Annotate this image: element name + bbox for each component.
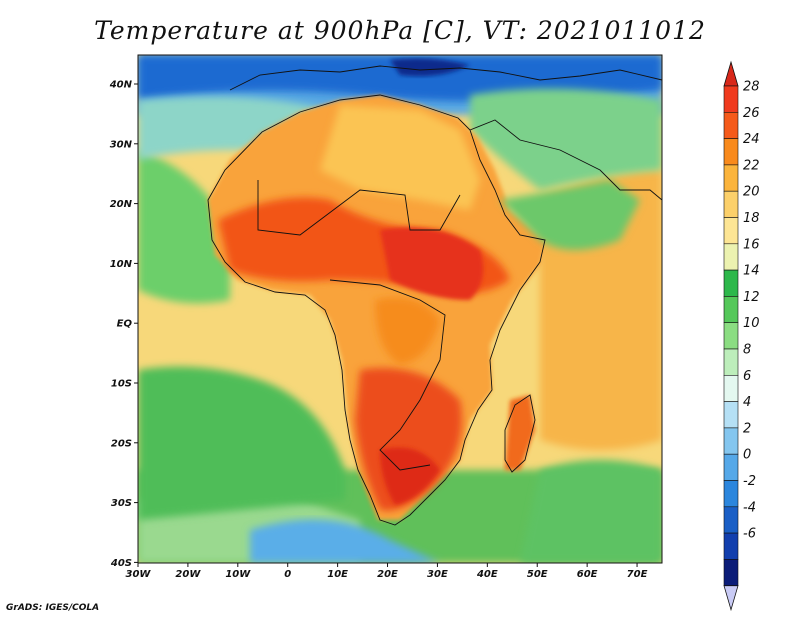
colorbar-bin xyxy=(723,322,739,350)
lat-tick-label: 30N xyxy=(110,139,133,150)
map-title: Temperature at 900hPa [C], VT: 202101101… xyxy=(94,16,706,45)
east-africa-hottest xyxy=(380,227,484,300)
north-transition xyxy=(138,96,330,160)
colorbar-bin xyxy=(723,296,739,323)
colorbar-level-label: -2 xyxy=(743,474,756,489)
colorbar-bin xyxy=(723,427,739,455)
lon-tick-label: 20E xyxy=(377,569,398,580)
longitude-axis: 30W 20W 10W 0 10E 20E 30E 40E 50E 60E 70E xyxy=(126,563,648,580)
lat-tick-label: 20N xyxy=(110,199,133,210)
kalahari-hottest xyxy=(380,447,440,505)
colorbar-bin xyxy=(723,480,739,508)
colorbar-level-label: 20 xyxy=(743,185,760,200)
mediterranean-cold xyxy=(390,58,470,77)
lon-tick-label: 0 xyxy=(284,569,291,580)
lat-tick-label: 10N xyxy=(110,259,133,270)
lon-tick-label: 10E xyxy=(327,569,348,580)
colorbar-bin xyxy=(723,532,739,560)
colorbar-level-label: 26 xyxy=(743,106,760,121)
north-atlantic-green xyxy=(138,150,230,304)
colorbar-level-label: 24 xyxy=(743,132,760,147)
colorbar-level-label: 10 xyxy=(743,316,760,331)
congo-basin xyxy=(375,297,440,365)
colorbar-level-label: -6 xyxy=(743,527,756,542)
colorbar-level-label: 2 xyxy=(743,421,751,436)
latitude-axis: 40N 30N 20N 10N EQ 10S 20S 30S 40S xyxy=(109,80,138,569)
colorbar-level-label: 6 xyxy=(743,369,751,384)
colorbar-bottom-arrow xyxy=(723,585,739,612)
lon-tick-label: 30W xyxy=(126,569,152,580)
map-frame xyxy=(137,54,663,564)
colorbar-level-label: 4 xyxy=(743,395,751,410)
country-borders-south xyxy=(329,279,446,471)
arabia-green xyxy=(500,180,640,250)
colorbar-level-label: -4 xyxy=(743,500,756,515)
middle-east-green xyxy=(470,88,662,190)
lat-tick-label: 10S xyxy=(111,379,132,390)
lon-tick-label: 20W xyxy=(175,569,201,580)
lon-tick-label: 60E xyxy=(577,569,598,580)
colorbar-level-label: 8 xyxy=(743,343,751,358)
madagascar-coastline xyxy=(504,394,536,473)
europe-coastline xyxy=(229,65,663,91)
colorbar-bin xyxy=(723,217,739,245)
colorbar-bin xyxy=(723,138,739,166)
lon-tick-label: 10W xyxy=(225,569,251,580)
grads-credit: GrADS: IGES/COLA xyxy=(6,603,100,613)
colorbar-level-label: 12 xyxy=(743,290,760,305)
colorbar-bin xyxy=(723,559,739,587)
colorbar-bin xyxy=(723,401,739,429)
colorbar-bin xyxy=(723,85,739,113)
south-ocean-blue xyxy=(250,519,440,563)
colorbar-bin xyxy=(723,348,739,376)
colorbar-bin xyxy=(723,374,739,402)
colorbar-bin xyxy=(723,453,739,481)
colorbar-bin xyxy=(723,506,739,534)
colorbar-level-label: 28 xyxy=(743,80,760,95)
colorbar-level-label: 16 xyxy=(743,237,760,252)
lon-tick-label: 30E xyxy=(427,569,448,580)
lat-tick-label: EQ xyxy=(117,319,133,330)
country-borders-north xyxy=(257,180,461,236)
africa-coastline xyxy=(207,94,546,526)
sahara-north xyxy=(320,105,480,210)
colorbar-bin xyxy=(723,164,739,192)
colorbar-level-label: 14 xyxy=(743,264,760,279)
colorbar-top-arrow xyxy=(723,60,739,87)
colorbar-bin xyxy=(723,112,739,139)
lon-tick-label: 50E xyxy=(527,569,548,580)
lat-tick-label: 40S xyxy=(110,558,132,569)
colorbar-level-label: 22 xyxy=(743,158,760,173)
arabia-coastline xyxy=(469,119,663,201)
colorbar-bin xyxy=(723,243,739,271)
coastlines xyxy=(207,65,663,526)
madagascar-field xyxy=(505,395,535,470)
south-atlantic-green xyxy=(138,366,345,520)
lon-tick-label: 40E xyxy=(476,569,498,580)
lat-tick-label: 30S xyxy=(111,498,132,509)
temperature-field xyxy=(138,55,662,563)
colorbar-level-label: 0 xyxy=(743,448,751,463)
colorbar-level-label: 18 xyxy=(743,211,760,226)
lon-tick-label: 70E xyxy=(627,569,648,580)
indian-ocean-green xyxy=(520,460,662,563)
colorbar-bin xyxy=(723,269,739,297)
lat-tick-label: 40N xyxy=(109,80,133,91)
lat-tick-label: 20S xyxy=(111,438,132,449)
colorbar-bin xyxy=(723,190,739,218)
